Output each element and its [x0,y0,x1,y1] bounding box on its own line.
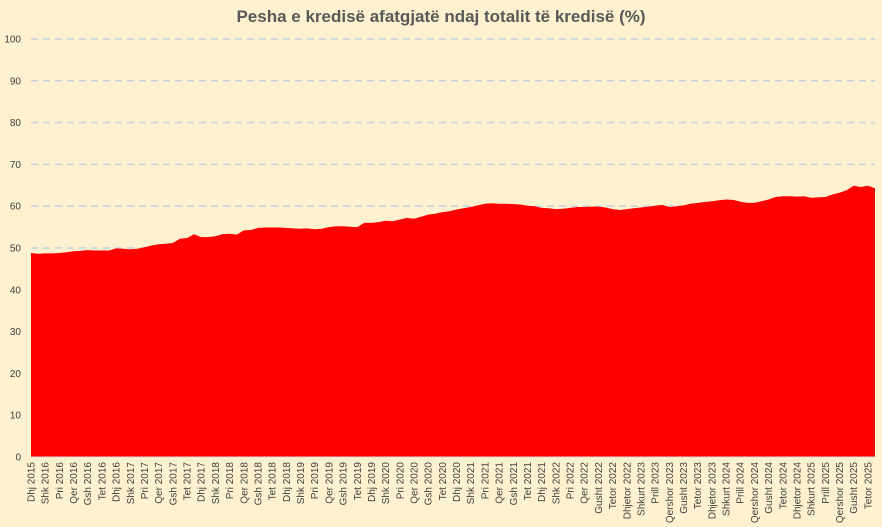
x-tick-label: Shk 2022 [551,462,562,505]
x-tick-label: Gusht 2022 [594,462,605,514]
x-tick-label: Gsh 2016 [83,462,94,506]
x-tick-label: Qer 2020 [410,462,421,504]
x-tick-label: Gsh 2020 [424,462,435,506]
x-tick-label: Pri 2019 [310,462,321,500]
x-tick-label: Dhjetor 2023 [707,462,718,520]
x-tick-label: Dhj 2015 [27,462,38,502]
x-tick-label: Pri 2017 [140,462,151,500]
y-tick-label: 10 [10,411,22,422]
x-tick-label: Pri 2022 [566,462,577,500]
y-tick-label: 40 [10,285,22,296]
x-tick-label: Gusht 2023 [679,462,690,514]
x-tick-label: Shk 2016 [41,462,52,505]
x-tick-label: Dhjetor 2024 [793,462,804,520]
x-tick-label: Qer 2016 [69,462,80,504]
y-tick-label: 50 [10,244,22,255]
x-tick-label: Shkurt 2024 [722,462,733,516]
x-tick-label: Qer 2022 [580,462,591,504]
x-tick-label: Tetor 2023 [693,462,704,510]
x-tick-label: Tetor 2022 [608,462,619,510]
x-tick-label: Qershor 2024 [750,462,761,524]
x-tick-label: Dhj 2016 [112,462,123,502]
x-tick-label: Qer 2021 [495,462,506,504]
y-tick-label: 30 [10,327,22,338]
x-tick-label: Tet 2016 [97,462,108,501]
x-tick-label: Qershor 2025 [835,462,846,524]
x-tick-label: Shk 2021 [466,462,477,505]
x-tick-label: Tet 2018 [268,462,279,501]
x-tick-label: Tet 2017 [183,462,194,501]
x-tick-label: Dhj 2021 [537,462,548,502]
y-tick-label: 90 [10,76,22,87]
x-tick-label: Qer 2017 [154,462,165,504]
x-tick-label: Qer 2019 [324,462,335,504]
y-tick-label: 100 [4,35,21,46]
x-tick-label: Shk 2020 [381,462,392,505]
x-tick-label: Gsh 2018 [254,462,265,506]
x-tick-label: Gsh 2017 [168,462,179,506]
x-tick-label: Pri 2020 [395,462,406,500]
y-tick-label: 80 [10,118,22,129]
x-tick-label: Gsh 2021 [509,462,520,506]
y-tick-label: 0 [15,453,21,464]
chart-title: Pesha e kredisë afatgjatë ndaj totalit t… [236,7,645,26]
x-tick-label: Qer 2018 [239,462,250,504]
x-tick-label: Tet 2021 [523,462,534,501]
x-tick-label: Tetor 2024 [778,462,789,510]
area-series [31,185,875,457]
x-tick-label: Prill 2023 [651,462,662,504]
y-axis: 0 10 20 30 40 50 60 70 80 90 100 [4,35,21,464]
x-tick-label: Shkurt 2023 [636,462,647,516]
x-tick-label: Dhjetor 2022 [622,462,633,520]
x-tick-label: Shk 2018 [211,462,222,505]
x-tick-label: Pri 2018 [225,462,236,500]
x-tick-label: Qershor 2023 [665,462,676,524]
y-tick-label: 20 [10,369,22,380]
x-axis: Dhj 2015 Shk 2016 Pri 2016 Qer 2016 Gsh 2016… [27,456,875,524]
x-tick-label: Shkurt 2025 [807,462,818,516]
x-tick-label: Gusht 2024 [764,462,775,514]
x-tick-label: Dhj 2017 [197,462,208,502]
x-tick-label: Gsh 2019 [339,462,350,506]
x-tick-label: Dhj 2018 [282,462,293,502]
x-tick-label: Tet 2020 [438,462,449,501]
y-tick-label: 70 [10,160,22,171]
x-tick-label: Dhj 2020 [452,462,463,502]
y-tick-label: 60 [10,202,22,213]
x-tick-label: Dhj 2019 [367,462,378,502]
x-tick-label: Prill 2024 [736,462,747,504]
x-tick-label: Tet 2019 [353,462,364,501]
x-tick-label: Gusht 2025 [849,462,860,514]
x-tick-label: Pri 2016 [55,462,66,500]
x-tick-label: Tetor 2025 [863,462,874,510]
x-tick-label: Shk 2017 [126,462,137,505]
x-tick-label: Pri 2021 [480,462,491,500]
x-tick-label: Prill 2025 [821,462,832,504]
area-fill [31,185,875,457]
x-tick-label: Shk 2019 [296,462,307,505]
